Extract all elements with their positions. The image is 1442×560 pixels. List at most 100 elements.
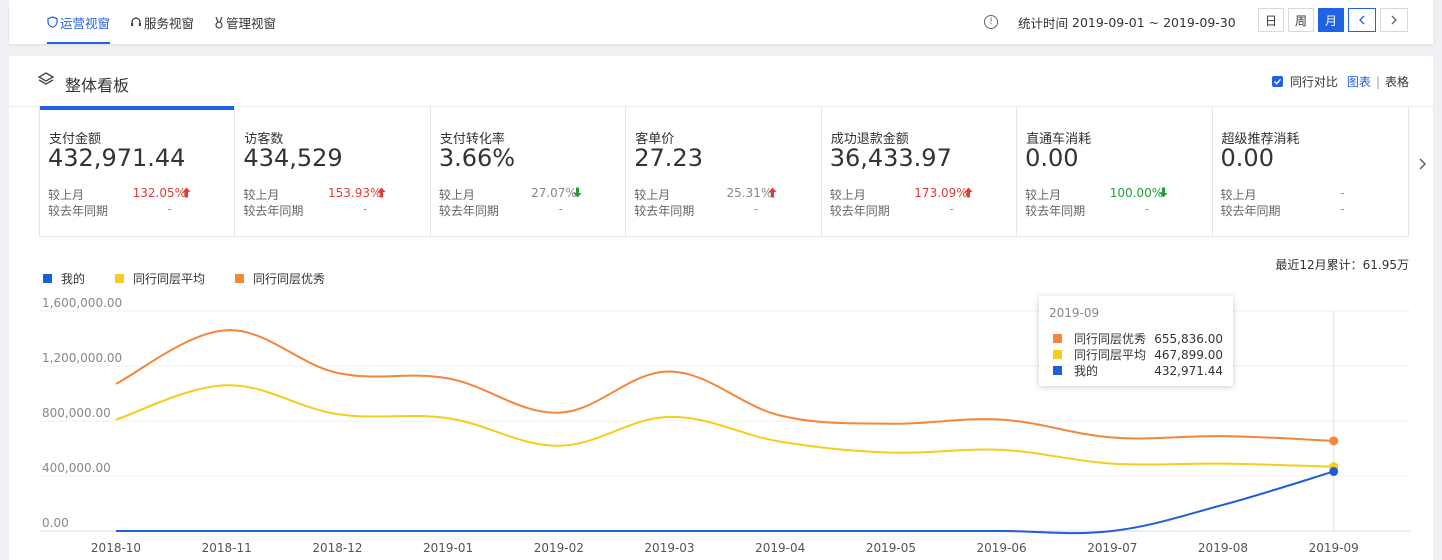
metric-value: 36,433.97 bbox=[829, 144, 952, 172]
metric-yoy-row: 较去年同期 - bbox=[439, 202, 619, 219]
metric-mom-row: 较上月 173.09% bbox=[830, 186, 1010, 203]
legend-label: 同行同层优秀 bbox=[253, 272, 326, 286]
metric-cards: 支付金额 432,971.44 较上月 132.05% 较去年同期 - 访客数 434,529… bbox=[39, 106, 1409, 237]
tooltip-series-name: 我的 bbox=[1074, 364, 1099, 378]
stat-range: 2019-09-01 ~ 2019-09-30 bbox=[1072, 14, 1236, 30]
metric-yoy-row: 较去年同期 - bbox=[830, 202, 1010, 219]
metric-yoy-row: 较去年同期 - bbox=[48, 202, 228, 219]
shield-icon bbox=[47, 16, 58, 28]
prev-period-button[interactable] bbox=[1348, 8, 1376, 32]
stat-period: ! 统计时间 2019-09-01 ~ 2019-09-30 bbox=[984, 0, 1236, 44]
legend-item[interactable]: 我的 bbox=[43, 270, 85, 287]
series-line bbox=[115, 384, 1334, 468]
metric-mom-row: 较上月 - bbox=[1221, 186, 1401, 203]
tooltip-row: 我的 432,971.44 bbox=[1053, 362, 1229, 379]
series-line bbox=[116, 470, 1334, 535]
tab-service-label: 服务视窗 bbox=[144, 15, 195, 31]
metric-yoy-value: - bbox=[949, 202, 954, 216]
legend-item[interactable]: 同行同层优秀 bbox=[235, 270, 325, 287]
metric-yoy-value: - bbox=[1340, 202, 1345, 216]
yoy-label: 较去年同期 bbox=[1025, 204, 1086, 218]
metric-card[interactable]: 超级推荐消耗 0.00 较上月 - 较去年同期 - bbox=[1213, 106, 1408, 236]
tab-operations-label: 运营视窗 bbox=[60, 15, 111, 31]
metric-mom-value: 27.07% bbox=[531, 186, 577, 200]
panel-header: 整体看板 同行对比 图表 | 表格 bbox=[9, 56, 1433, 107]
tab-service[interactable]: 服务视窗 bbox=[130, 0, 194, 44]
metric-yoy-value: - bbox=[167, 202, 172, 216]
metric-mom-row: 较上月 27.07% bbox=[439, 186, 619, 203]
compare-label[interactable]: 同行对比 bbox=[1289, 75, 1338, 89]
series-point bbox=[1329, 436, 1339, 446]
metric-value: 0.00 bbox=[1025, 144, 1079, 172]
cards-next-button[interactable] bbox=[1418, 156, 1427, 175]
tooltip-title: 2019-09 bbox=[1049, 306, 1100, 320]
view-separator: | bbox=[1375, 74, 1380, 89]
metric-mom-value: 100.00% bbox=[1109, 186, 1164, 200]
metric-value: 3.66% bbox=[438, 144, 516, 172]
metric-card[interactable]: 成功退款金额 36,433.97 较上月 173.09% 较去年同期 - bbox=[822, 106, 1018, 236]
chevron-left-icon bbox=[1359, 15, 1365, 25]
x-tick-label: 2019-06 bbox=[977, 541, 1027, 555]
metric-yoy-value: - bbox=[363, 202, 368, 216]
tab-management[interactable]: 管理视窗 bbox=[214, 0, 276, 44]
legend-label: 同行同层平均 bbox=[133, 272, 206, 286]
layers-icon bbox=[37, 72, 55, 85]
metric-value: 0.00 bbox=[1220, 144, 1274, 172]
view-table-link[interactable]: 表格 bbox=[1384, 75, 1409, 89]
metric-mom-row: 较上月 132.05% bbox=[48, 186, 228, 203]
metric-yoy-value: - bbox=[558, 202, 563, 216]
metric-card[interactable]: 支付转化率 3.66% 较上月 27.07% 较去年同期 - bbox=[431, 106, 627, 236]
x-tick-label: 2018-12 bbox=[312, 541, 362, 555]
x-tick-label: 2019-09 bbox=[1309, 541, 1359, 555]
mom-label: 较上月 bbox=[1220, 188, 1257, 202]
metric-mom-value: 153.93% bbox=[328, 186, 382, 200]
period-day-button[interactable]: 日 bbox=[1258, 8, 1284, 32]
mom-label: 较上月 bbox=[829, 188, 866, 202]
metric-card[interactable]: 直通车消耗 0.00 较上月 100.00% 较去年同期 - bbox=[1017, 106, 1213, 236]
medal-icon bbox=[215, 16, 223, 29]
period-week-button[interactable]: 周 bbox=[1288, 8, 1314, 32]
arrow-up-icon bbox=[182, 187, 191, 198]
compare-checkbox[interactable] bbox=[1271, 76, 1283, 87]
tooltip-series-name: 同行同层平均 bbox=[1074, 348, 1147, 362]
info-icon[interactable]: ! bbox=[984, 15, 998, 29]
tooltip-series-name: 同行同层优秀 bbox=[1074, 332, 1147, 346]
period-month-button[interactable]: 月 bbox=[1318, 8, 1344, 32]
panel-title: 整体看板 bbox=[65, 76, 130, 95]
metric-card[interactable]: 支付金额 432,971.44 较上月 132.05% 较去年同期 - bbox=[40, 106, 236, 236]
next-period-button[interactable] bbox=[1380, 8, 1408, 32]
metric-card[interactable]: 访客数 434,529 较上月 153.93% 较去年同期 - bbox=[235, 106, 431, 236]
metric-yoy-row: 较去年同期 - bbox=[634, 202, 814, 219]
period-switcher: 日 周 月 bbox=[1258, 8, 1412, 32]
series-point bbox=[1329, 466, 1339, 476]
arrow-down-icon bbox=[1159, 187, 1168, 198]
legend-swatch bbox=[235, 274, 245, 283]
metric-mom-row: 较上月 153.93% bbox=[243, 186, 423, 203]
y-tick-label: 800,000.00 bbox=[42, 406, 111, 420]
x-tick-label: 2019-04 bbox=[755, 541, 805, 555]
x-tick-label: 2019-02 bbox=[534, 541, 584, 555]
chart-legend: 我的 同行同层平均 同行同层优秀 bbox=[43, 270, 355, 287]
yoy-label: 较去年同期 bbox=[634, 204, 695, 218]
tooltip-swatch bbox=[1053, 334, 1062, 343]
x-tick-label: 2018-11 bbox=[202, 541, 252, 555]
metric-mom-value: 25.31% bbox=[726, 186, 773, 200]
y-tick-label: 1,600,000.00 bbox=[42, 296, 122, 310]
legend-swatch bbox=[115, 274, 125, 283]
view-chart-link[interactable]: 图表 bbox=[1346, 75, 1371, 89]
metric-mom-value: - bbox=[1340, 186, 1345, 200]
view-options: 同行对比 图表 | 表格 bbox=[1271, 73, 1409, 90]
metric-value: 432,971.44 bbox=[48, 144, 186, 172]
chart-tooltip: 2019-09 同行同层优秀 655,836.00 同行同层平均 467,899… bbox=[1039, 296, 1233, 386]
x-tick-label: 2019-03 bbox=[644, 541, 694, 555]
arrow-down-icon bbox=[573, 187, 582, 198]
x-tick-label: 2019-05 bbox=[866, 541, 916, 555]
yoy-label: 较去年同期 bbox=[243, 204, 304, 218]
chevron-right-icon bbox=[1419, 158, 1426, 170]
arrow-up-icon bbox=[964, 187, 973, 198]
tab-operations[interactable]: 运营视窗 bbox=[47, 0, 111, 44]
metric-card[interactable]: 客单价 27.23 较上月 25.31% 较去年同期 - bbox=[626, 106, 822, 236]
metric-yoy-row: 较去年同期 - bbox=[1221, 202, 1401, 219]
check-icon bbox=[1273, 78, 1281, 85]
legend-item[interactable]: 同行同层平均 bbox=[115, 270, 205, 287]
